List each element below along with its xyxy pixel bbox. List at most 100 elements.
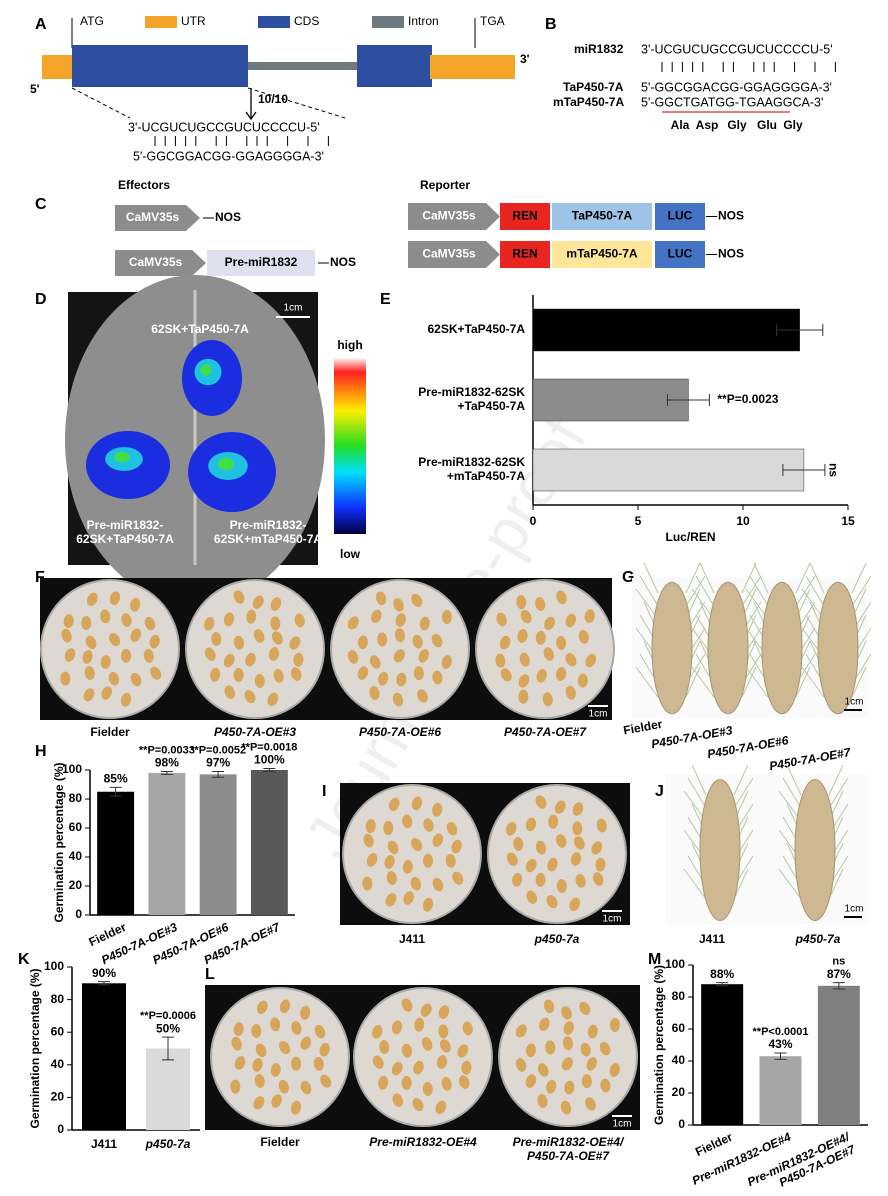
y-tick-label: 80 — [69, 791, 83, 805]
error-bar — [109, 786, 122, 797]
amino-acid: Gly — [727, 118, 747, 132]
y-tick-label: 100 — [62, 762, 82, 776]
seed — [401, 1043, 413, 1058]
y-tick-label: 60 — [69, 820, 83, 834]
terminator: NOS — [330, 255, 356, 269]
seed — [569, 897, 581, 912]
seed — [402, 859, 413, 874]
sample-label: Pre-miR1832-OE#4/P450-7A-OE#7 — [513, 1135, 625, 1163]
seed — [366, 853, 378, 867]
sample-label: p450-7a — [534, 932, 580, 946]
x-tick-label: J411 — [91, 1137, 117, 1151]
value-label: 97% — [206, 756, 230, 770]
seed — [438, 1024, 449, 1039]
seed — [223, 612, 235, 627]
y-tick-label-line: Pre-miR1832-62SK — [418, 455, 525, 469]
sample-label-line: P450-7A-OE#7 — [527, 1149, 610, 1163]
scale-label: 1cm — [845, 697, 864, 708]
seed — [100, 654, 111, 669]
seed — [565, 653, 577, 667]
scale-low: low — [340, 547, 361, 561]
seed — [150, 666, 162, 680]
seed — [401, 998, 413, 1012]
x-axis-label: Luc/REN — [665, 530, 715, 544]
y-tick-label: Pre-miR1832-62SK +mTaP450-7A — [418, 455, 525, 483]
panel-label: C — [35, 196, 47, 213]
error-bar — [716, 982, 729, 987]
seed — [290, 667, 302, 681]
seed — [387, 840, 399, 855]
awns — [778, 764, 849, 900]
construct-label: REN — [512, 209, 537, 223]
seed — [432, 670, 443, 685]
y-tick-label: 60 — [51, 1024, 65, 1038]
seed — [500, 668, 512, 682]
seed — [313, 1056, 324, 1071]
seed — [391, 1061, 403, 1076]
seed — [580, 1042, 591, 1057]
amino-acid: Asp — [696, 118, 719, 132]
panel-label: E — [380, 291, 391, 308]
awns — [691, 562, 762, 698]
sample-label: Fielder — [90, 725, 130, 739]
plate — [342, 784, 482, 924]
panel-label: A — [35, 16, 47, 33]
seed — [537, 1094, 548, 1108]
intron — [246, 62, 360, 70]
y-tick-label: 20 — [51, 1090, 65, 1104]
awns — [745, 562, 816, 698]
seed — [300, 1080, 312, 1095]
bar — [532, 308, 800, 352]
y-tick-label-line: 62SK+TaP450-7A — [428, 322, 526, 336]
seed — [554, 800, 566, 814]
seed — [556, 590, 567, 605]
seed — [234, 1056, 246, 1070]
seed — [441, 655, 452, 669]
seq: 5'-GGCTGATGG-TGAAGGCA-3' — [641, 95, 823, 109]
cds — [72, 45, 248, 87]
seed — [417, 689, 428, 703]
seed — [438, 1005, 450, 1019]
seed — [370, 609, 382, 624]
sample-label: J411 — [399, 932, 425, 946]
error-bar — [776, 324, 824, 336]
seed — [458, 1075, 470, 1089]
seed — [517, 629, 528, 643]
seed — [245, 652, 256, 667]
legend-swatch — [372, 16, 404, 28]
seed — [413, 666, 424, 681]
bar — [701, 984, 744, 1125]
seed — [414, 1017, 425, 1032]
seed — [563, 1021, 574, 1035]
seq-name: miR1832 — [574, 42, 624, 56]
spike-label: Fielder — [622, 717, 664, 738]
y-axis-label: Germination percentage (%) — [52, 762, 66, 922]
y-tick-label: 100 — [665, 957, 685, 971]
sample-label-line: 62SK+TaP450-7A — [76, 532, 174, 546]
seed — [506, 852, 518, 866]
cleavage-arrow — [245, 88, 257, 121]
amino-acid: Ala — [671, 118, 690, 132]
cleavage-ratio: 10/10 — [258, 92, 288, 106]
seed — [108, 671, 119, 686]
seed — [512, 872, 523, 887]
target-seq: 5'-GGCGGACGG-GGAGGGGA-3' — [133, 149, 324, 163]
legend-label: Intron — [408, 14, 439, 28]
terminator: NOS — [718, 247, 744, 261]
effectors-title: Effectors — [118, 178, 170, 192]
seed — [525, 858, 537, 873]
error-bar — [98, 981, 110, 986]
y-tick-label: 40 — [69, 849, 83, 863]
seed — [256, 1000, 268, 1015]
seed — [60, 671, 71, 686]
x-tick-label: 10 — [736, 514, 750, 528]
x-tick-label: 0 — [530, 514, 537, 528]
value-label: 100% — [254, 753, 285, 767]
seed — [543, 647, 555, 661]
seed — [410, 876, 421, 891]
seed — [592, 872, 604, 886]
seed — [101, 686, 112, 700]
seed — [268, 647, 280, 661]
seed — [422, 897, 434, 912]
seed — [291, 1056, 302, 1071]
